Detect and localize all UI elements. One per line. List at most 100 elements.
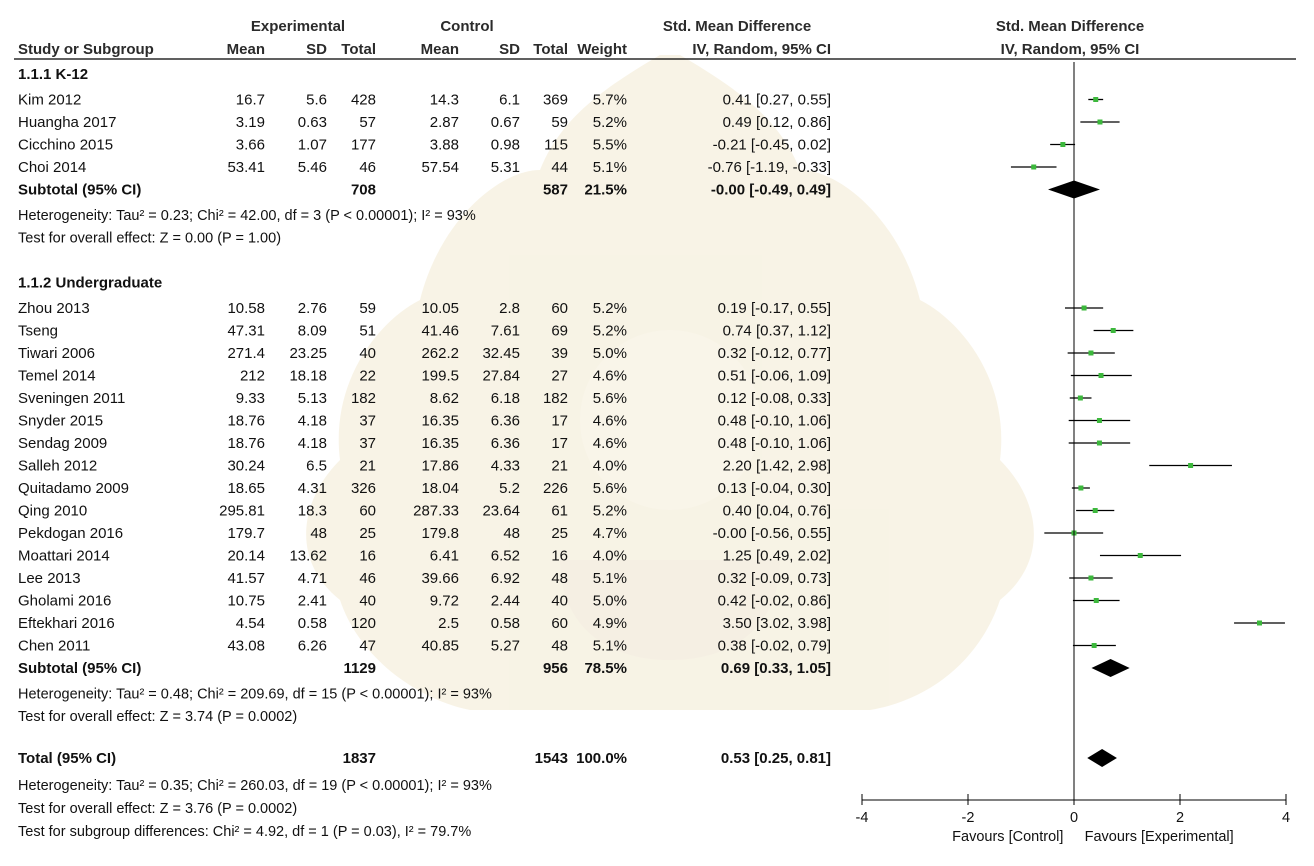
total-experimental: 16 (359, 548, 376, 565)
sd-control: 2.44 (491, 593, 520, 610)
sd-experimental: 5.46 (298, 159, 327, 176)
study-name: Choi 2014 (18, 159, 86, 176)
study-ci: 0.48 [-0.10, 1.06] (718, 413, 831, 430)
mean-control: 17.86 (421, 458, 459, 475)
summary-label: Subtotal (95% CI) (18, 182, 141, 199)
study-weight: 5.2% (593, 114, 627, 131)
summary-total-experimental: 1837 (343, 750, 376, 767)
col-mean-c-header: Mean (421, 41, 459, 58)
total-control: 27 (551, 368, 568, 385)
mean-experimental: 179.7 (227, 525, 265, 542)
mean-experimental: 43.08 (227, 638, 265, 655)
total-control: 69 (551, 323, 568, 340)
sd-control: 23.64 (482, 503, 520, 520)
study-effect-marker (1078, 485, 1084, 491)
study-name: Sveningen 2011 (18, 390, 125, 407)
favours-experimental-label: Favours [Experimental] (1085, 829, 1234, 845)
sd-experimental: 18.18 (289, 368, 327, 385)
x-axis-tick-label: 2 (1176, 810, 1184, 826)
mean-experimental: 295.81 (219, 503, 265, 520)
total-experimental: 120 (351, 615, 376, 632)
summary-diamond (1087, 749, 1117, 767)
study-ci: 0.49 [0.12, 0.86] (723, 114, 831, 131)
summary-total-experimental: 1129 (343, 660, 376, 677)
sd-control: 0.67 (491, 114, 520, 131)
summary-ci: 0.69 [0.33, 1.05] (721, 660, 831, 677)
study-effect-marker (1077, 395, 1083, 401)
sd-control: 6.52 (491, 548, 520, 565)
study-effect-marker (1093, 598, 1099, 603)
total-control: 115 (544, 137, 568, 154)
study-name: Cicchino 2015 (18, 137, 113, 154)
study-ci: 0.41 [0.27, 0.55] (723, 92, 831, 109)
total-experimental: 25 (359, 525, 376, 542)
study-name: Temel 2014 (18, 368, 96, 385)
study-ci: 0.74 [0.37, 1.12] (723, 323, 831, 340)
study-weight: 5.7% (593, 92, 627, 109)
subgroup-title: 1.1.1 K-12 (18, 66, 88, 83)
mean-control: 57.54 (421, 159, 459, 176)
study-effect-marker (1188, 463, 1194, 468)
subgroup-differences-text: Test for subgroup differences: Chi² = 4.… (18, 824, 471, 840)
study-effect-marker (1096, 440, 1102, 446)
study-name: Chen 2011 (18, 638, 90, 655)
mean-experimental: 10.75 (227, 593, 265, 610)
study-ci: 0.13 [-0.04, 0.30] (718, 480, 831, 497)
col-study-header: Study or Subgroup (18, 41, 154, 58)
favours-control-label: Favours [Control] (952, 829, 1063, 845)
mean-control: 9.72 (430, 593, 459, 610)
study-effect-marker (1097, 119, 1103, 125)
summary-diamond (1091, 659, 1130, 677)
study-name: Moattari 2014 (18, 548, 110, 565)
study-ci: -0.21 [-0.45, 0.02] (713, 137, 831, 154)
mean-experimental: 18.65 (227, 480, 265, 497)
mean-control: 287.33 (413, 503, 459, 520)
sd-experimental: 4.18 (298, 435, 327, 452)
mean-control: 262.2 (421, 345, 459, 362)
x-axis-tick-label: -2 (962, 810, 975, 826)
summary-ci: -0.00 [-0.49, 0.49] (711, 182, 831, 199)
study-name: Quitadamo 2009 (18, 480, 129, 497)
sd-control: 5.27 (491, 638, 520, 655)
sd-control: 5.31 (491, 159, 520, 176)
study-ci: 3.50 [3.02, 3.98] (723, 615, 831, 632)
sd-experimental: 23.25 (289, 345, 327, 362)
study-effect-marker (1257, 620, 1262, 626)
overall-effect-text: Test for overall effect: Z = 3.74 (P = 0… (18, 709, 297, 725)
study-effect-marker (1081, 305, 1087, 311)
total-control: 17 (551, 435, 568, 452)
total-control: 25 (551, 525, 568, 542)
study-weight: 4.0% (593, 458, 627, 475)
study-name: Gholami 2016 (18, 593, 111, 610)
study-weight: 5.2% (593, 503, 627, 520)
study-weight: 5.2% (593, 323, 627, 340)
summary-total-control: 1543 (535, 750, 568, 767)
total-control: 182 (543, 390, 568, 407)
mean-experimental: 10.58 (227, 300, 265, 317)
study-name: Snyder 2015 (18, 413, 103, 430)
study-ci: 0.40 [0.04, 0.76] (723, 503, 831, 520)
study-weight: 5.5% (593, 137, 627, 154)
study-ci: 2.20 [1.42, 2.98] (723, 458, 831, 475)
study-weight: 5.2% (593, 300, 627, 317)
col-total-c-header: Total (533, 41, 568, 58)
study-name: Pekdogan 2016 (18, 525, 123, 542)
sd-control: 6.36 (491, 435, 520, 452)
x-axis-tick-label: -4 (856, 810, 869, 826)
total-control: 60 (551, 300, 568, 317)
summary-weight: 78.5% (584, 660, 627, 677)
x-axis-tick-label: 0 (1070, 810, 1078, 826)
total-control: 16 (551, 548, 568, 565)
sd-experimental: 2.76 (298, 300, 327, 317)
mean-control: 16.35 (421, 413, 459, 430)
summary-weight: 100.0% (576, 750, 627, 767)
mean-control: 40.85 (421, 638, 459, 655)
total-control: 48 (551, 638, 568, 655)
study-effect-marker (1060, 142, 1066, 147)
study-effect-marker (1110, 328, 1116, 333)
study-weight: 5.0% (593, 593, 627, 610)
study-weight: 4.9% (593, 615, 627, 632)
study-effect-marker (1091, 643, 1097, 648)
summary-total-experimental: 708 (351, 182, 376, 199)
